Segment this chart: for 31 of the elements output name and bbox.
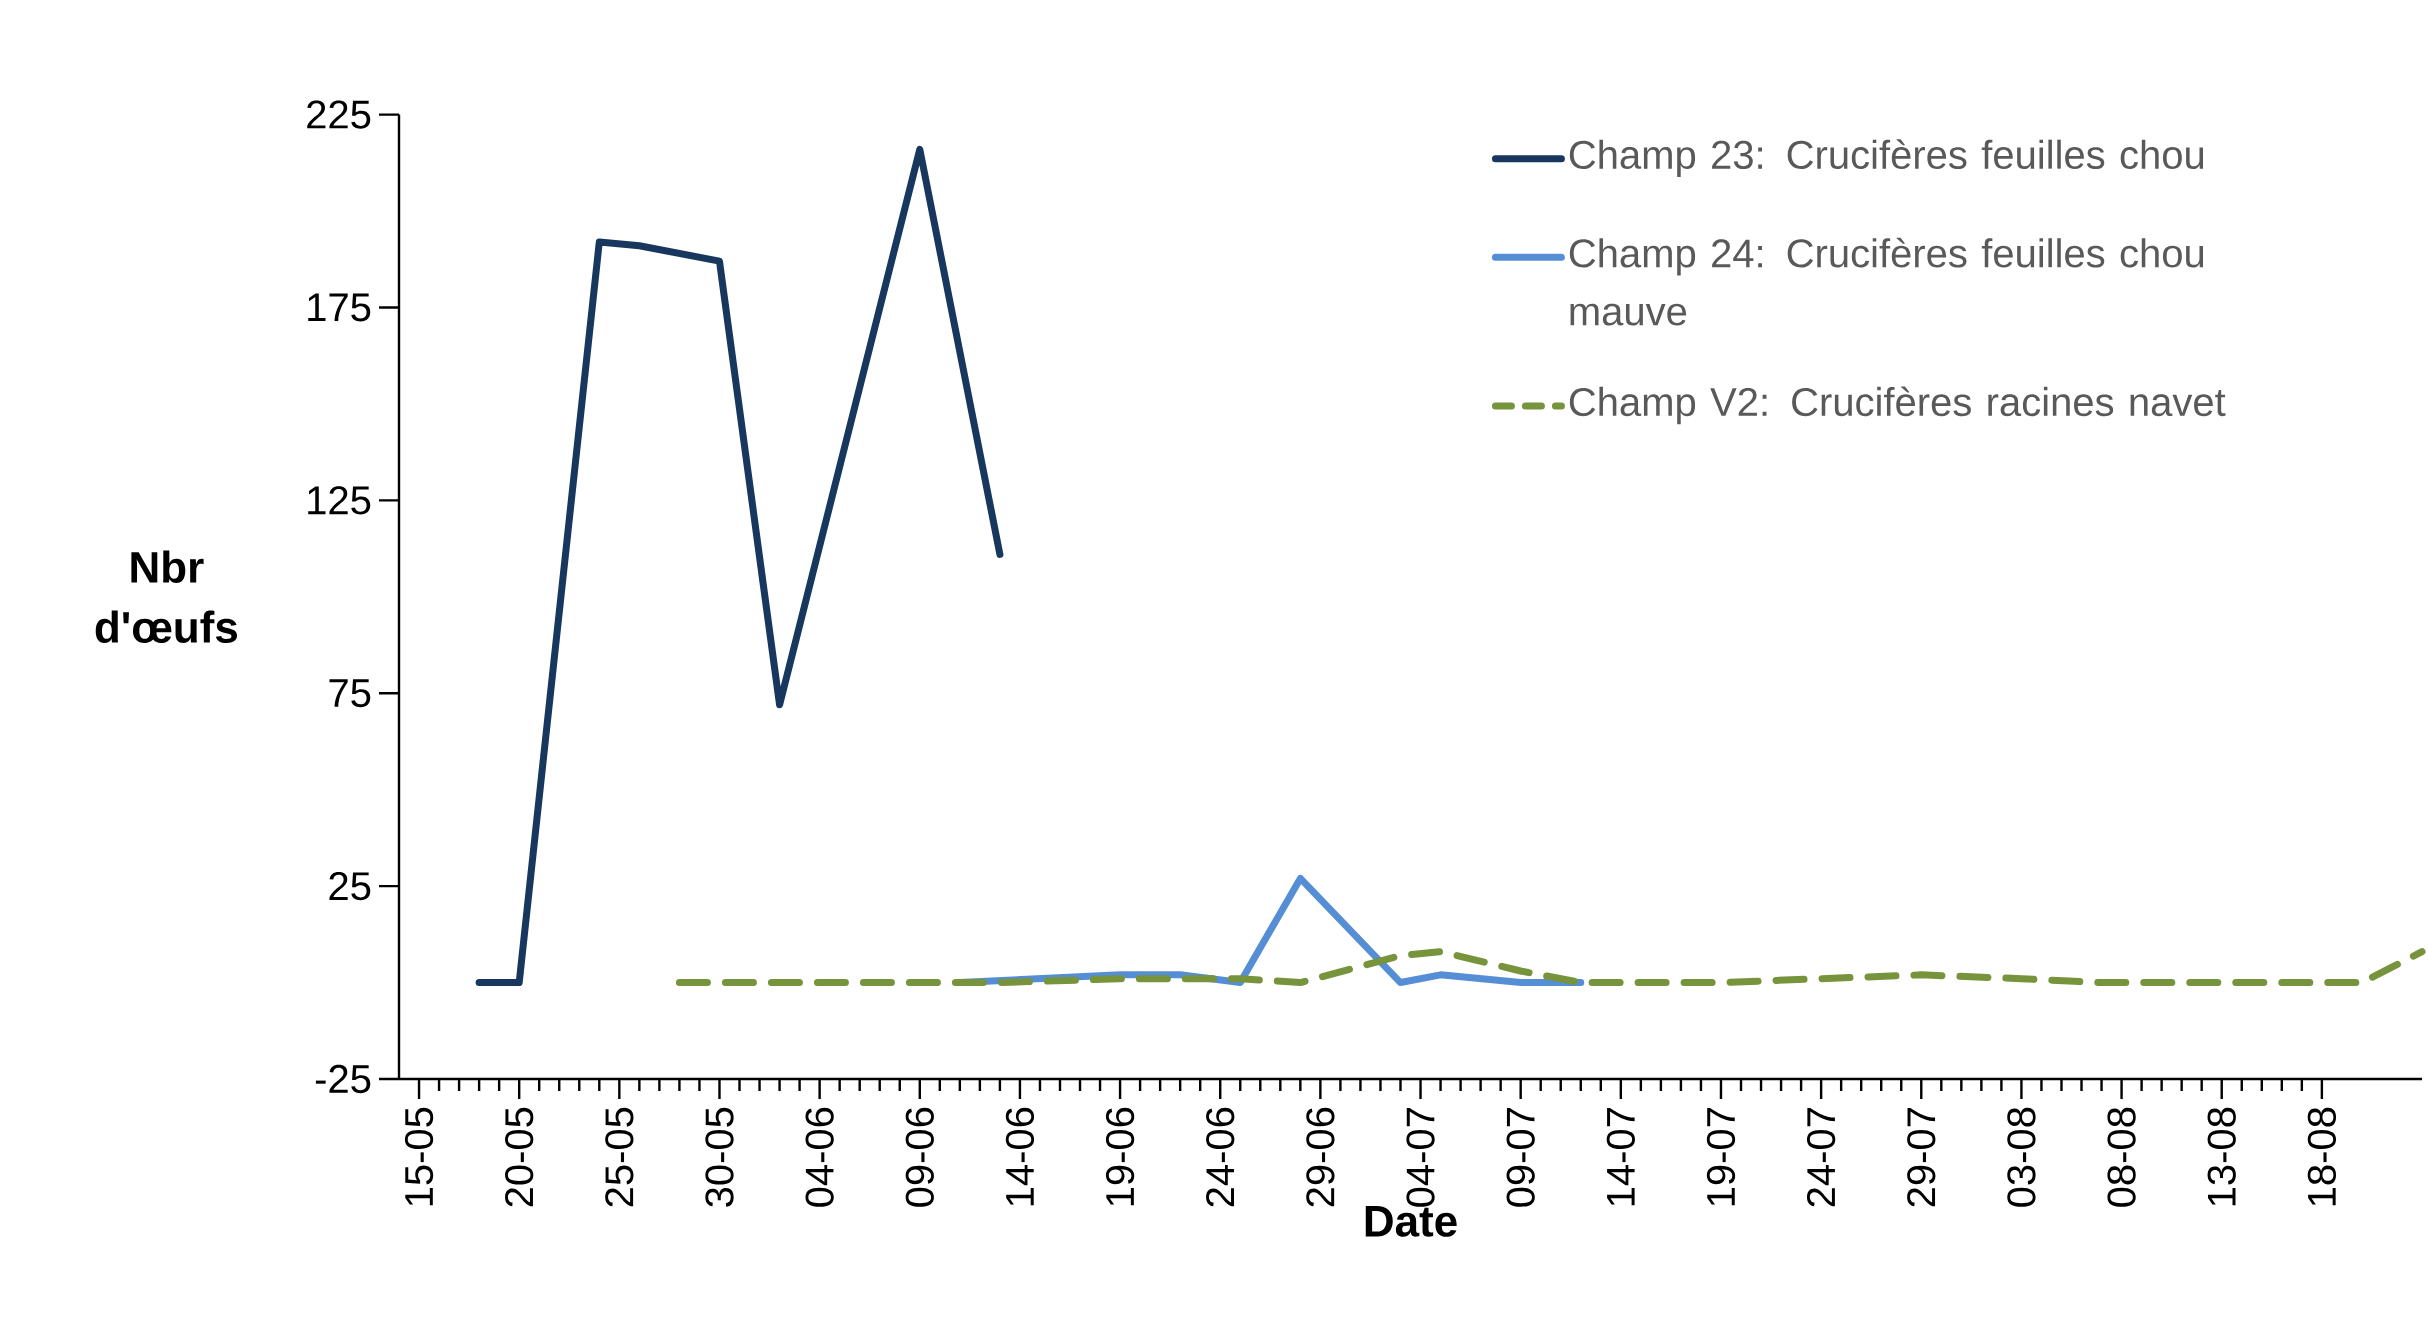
x-tick-label: 29-07 xyxy=(1907,1108,1936,1207)
x-tick-label: 19-06 xyxy=(1105,1107,1135,1206)
x-tick-label: 08-08 xyxy=(2107,1107,2136,1207)
x-tick-label: 14-07 xyxy=(1606,1108,1635,1206)
x-tick-label: 20-05 xyxy=(505,1107,534,1207)
x-tick-label: 29-06 xyxy=(1306,1107,1335,1207)
y-tick-label: 25 xyxy=(329,871,371,901)
x-tick-label: 14-06 xyxy=(1005,1107,1035,1206)
y-axis-title: Nbr d'œufs xyxy=(95,550,238,643)
legend-label: Champ 24: Crucifères feuilles chou mauve xyxy=(1569,237,2204,326)
x-tick-label: 19-07 xyxy=(1706,1108,1736,1206)
x-tick-label: 04-06 xyxy=(805,1107,834,1207)
y-tick-label: -25 xyxy=(315,1064,371,1094)
x-tick-label: 25-05 xyxy=(605,1107,634,1207)
y-tick-label: 175 xyxy=(308,293,371,322)
x-tick-label: 09-07 xyxy=(1506,1108,1535,1207)
x-tick-label: 15-05 xyxy=(404,1107,434,1206)
x-tick-label: 18-08 xyxy=(2307,1107,2337,1206)
legend-label: Champ V2: Crucifères racines navet xyxy=(1569,386,2226,425)
legend-label: Champ 23: Crucifères feuilles chou xyxy=(1569,139,2204,177)
x-tick-label: 09-06 xyxy=(905,1107,934,1207)
y-tick-label: 75 xyxy=(329,679,371,708)
y-tick-label: 125 xyxy=(308,486,371,515)
x-tick-label: 24-06 xyxy=(1206,1107,1235,1207)
x-tick-label: 04-07 xyxy=(1406,1108,1435,1207)
x-axis-title: Date xyxy=(1365,1206,1457,1237)
x-tick-label: 24-07 xyxy=(1806,1108,1836,1207)
y-tick-label: 225 xyxy=(307,100,371,129)
x-tick-label: 03-08 xyxy=(2007,1107,2036,1207)
x-tick-label: 13-08 xyxy=(2207,1107,2236,1206)
x-tick-label: 30-05 xyxy=(705,1107,734,1207)
